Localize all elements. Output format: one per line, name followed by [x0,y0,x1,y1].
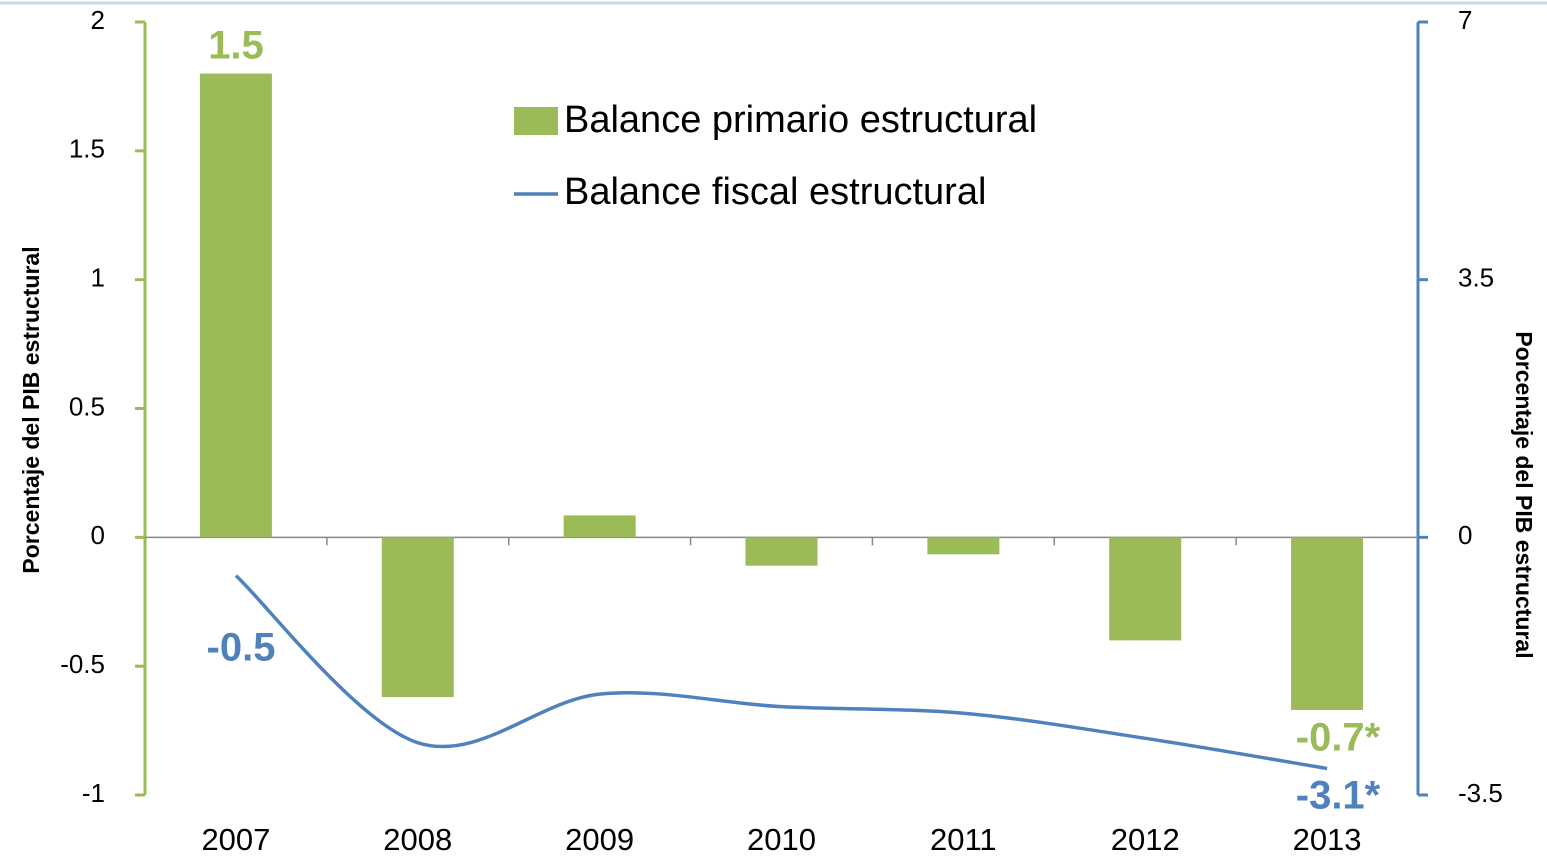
y2-tick-label: 0 [1458,520,1472,550]
x-tick-label: 2012 [1111,822,1180,857]
y-tick-label: 0 [91,520,105,550]
annotation: 1.5 [208,24,264,68]
bar [1109,537,1182,641]
annotation: -0.5 [207,626,276,670]
line [234,574,1328,771]
bar [199,73,272,538]
y-tick-label: -1 [82,778,105,808]
bar [745,537,818,566]
x-tick-label: 2010 [747,822,816,857]
x-tick-label: 2009 [565,822,634,857]
y2-tick-label: 7 [1458,5,1472,35]
y2-tick-label: 3.5 [1458,263,1494,293]
y-tick-label: 0.5 [69,391,105,421]
bar [1291,537,1364,710]
bar [563,515,636,538]
annotation: -3.1* [1296,774,1381,818]
legend-swatch [514,107,558,135]
y-tick-label: 1 [91,263,105,293]
x-tick-label: 2011 [930,822,997,857]
y2-axis-title: Porcentaje del PIB estructural [1511,331,1537,658]
y-tick-label: 2 [91,5,105,35]
legend-label: Balance primario estructural [564,99,1037,141]
y-tick-label: -0.5 [60,649,105,679]
y2-tick-label: -3.5 [1458,778,1503,808]
x-tick-label: 2008 [383,822,452,857]
bar [381,537,454,698]
annotation: -0.7* [1296,716,1381,760]
x-tick-label: 2007 [201,822,270,857]
x-tick-label: 2013 [1293,822,1362,857]
y-axis-title: Porcentaje del PIB estructural [18,246,44,573]
y-tick-label: 1.5 [69,134,105,164]
legend-label: Balance fiscal estructural [564,171,986,213]
bar [927,537,1000,555]
